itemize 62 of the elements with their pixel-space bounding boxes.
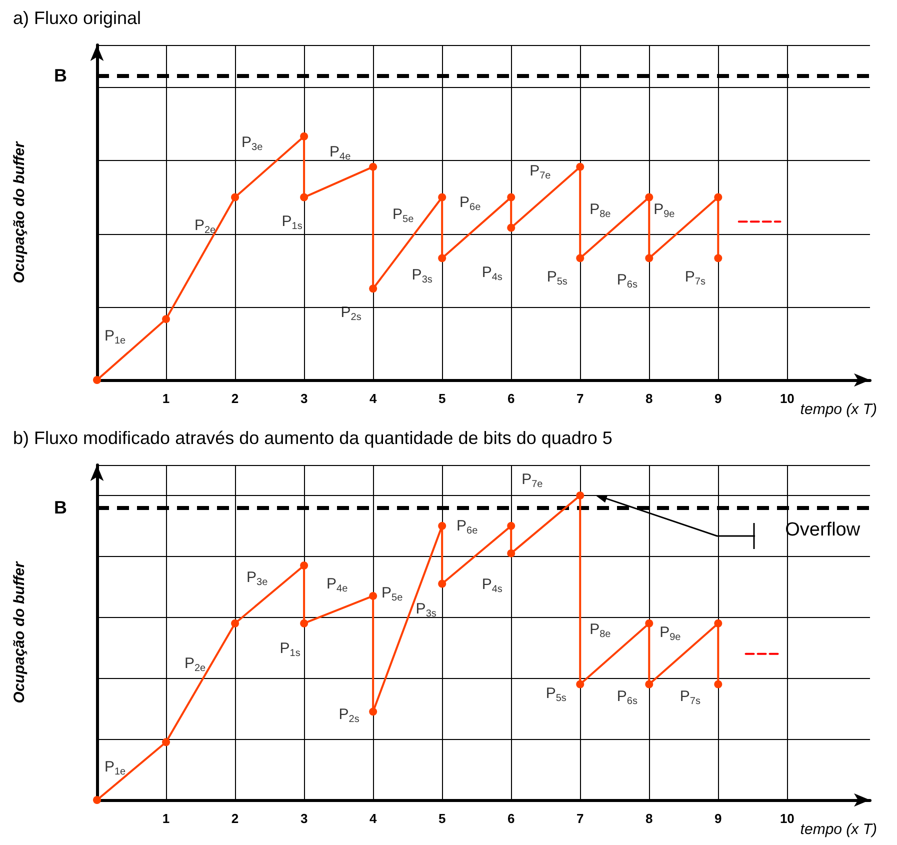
point [714,619,722,628]
point [438,193,446,202]
chart-title: a) Fluxo original [13,8,142,28]
point [576,254,584,262]
x-axis-title: tempo (x T) [800,401,877,418]
point [438,580,446,588]
x-tick-label: 1 [162,811,170,826]
x-tick-label: 2 [231,811,239,826]
x-tick-label: 7 [576,391,584,406]
point [645,619,654,628]
x-tick-label: 6 [507,391,515,406]
point [300,132,308,140]
x-tick-label: 2 [231,391,239,406]
point [438,254,446,262]
point [93,376,101,384]
x-tick-label: 9 [714,391,722,406]
point [645,680,654,688]
point [714,254,722,262]
ref-line-label: B [54,65,67,86]
x-tick-label: 3 [300,391,308,406]
point [300,562,308,570]
point [576,491,584,500]
point [576,162,584,171]
point [231,193,240,202]
point [576,680,584,688]
x-tick-label: 5 [438,391,446,406]
x-tick-label: 4 [369,391,378,406]
point [714,193,722,202]
x-tick-label: 7 [576,811,584,826]
point [507,193,516,202]
x-tick-label: 10 [780,391,794,406]
point [369,708,378,716]
point [93,796,101,804]
point [507,522,516,530]
x-tick-label: 5 [438,811,446,826]
point [369,162,378,171]
point [507,549,516,558]
x-tick-label: 6 [507,811,515,826]
point [162,738,170,746]
point [507,224,516,232]
point [645,193,654,202]
point [369,592,378,600]
y-axis-title: Ocupação do buffer [11,140,28,284]
point [162,315,170,324]
ref-line-label: B [54,498,67,518]
x-tick-label: 9 [714,811,722,826]
point [438,522,446,530]
point [645,254,654,262]
chart-title: b) Fluxo modificado através do aumento da quantidade de bits do quadro 5 [13,428,612,448]
y-axis-title: Ocupação do buffer [11,560,28,704]
point [231,619,240,628]
point [369,284,378,293]
point [300,619,308,628]
x-tick-label: 3 [300,811,308,826]
x-tick-label: 4 [369,811,378,826]
x-tick-label: 8 [646,811,653,826]
x-tick-label: 10 [780,811,794,826]
point [714,680,722,688]
point [300,193,308,202]
x-axis-title: tempo (x T) [800,821,877,838]
x-tick-label: 8 [646,391,653,406]
x-tick-label: 1 [162,391,170,406]
